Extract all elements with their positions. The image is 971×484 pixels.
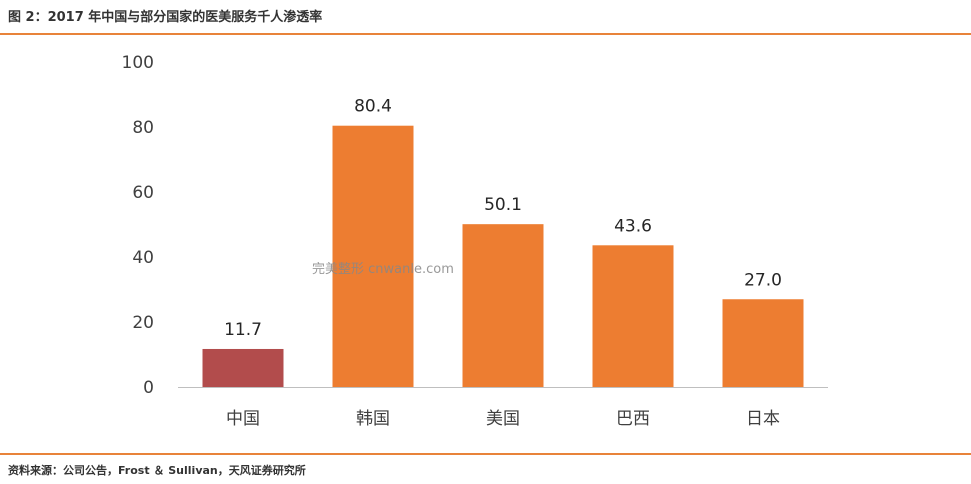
category-label: 中国 (226, 409, 260, 429)
bar-4 (592, 245, 674, 387)
y-tick-label: 100 (122, 53, 154, 73)
category-label: 韩国 (356, 409, 390, 429)
bar-3 (462, 224, 544, 387)
source-note: 资料来源：公司公告，Frost ＆ Sullivan，天风证券研究所 (8, 464, 306, 477)
data-label: 80.4 (354, 97, 392, 117)
y-tick-label: 40 (132, 248, 154, 268)
bar-5 (722, 299, 804, 387)
y-tick-label: 20 (132, 313, 154, 333)
category-label: 美国 (486, 409, 520, 429)
category-label: 巴西 (616, 409, 650, 429)
bar-1 (202, 348, 284, 387)
bottom-divider (0, 453, 971, 455)
y-tick-label: 80 (132, 118, 154, 138)
y-tick-label: 0 (143, 378, 154, 398)
y-tick-label: 60 (132, 183, 154, 203)
data-label: 27.0 (744, 270, 782, 290)
figure-title: 图 2：2017 年中国与部分国家的医美服务千人渗透率 (8, 10, 323, 25)
data-label: 50.1 (484, 195, 522, 215)
category-label: 日本 (746, 409, 780, 429)
watermark: 完美整形 cnwanle.com (312, 262, 454, 277)
data-label: 11.7 (224, 320, 262, 340)
bar-chart: 0 20 40 60 80 100 11.7 中国 80.4 韩国 50.1 美国 43.6 巴西 27.0… (122, 53, 828, 429)
data-label: 43.6 (614, 216, 652, 236)
bar-2 (332, 125, 414, 387)
top-divider (0, 33, 971, 35)
